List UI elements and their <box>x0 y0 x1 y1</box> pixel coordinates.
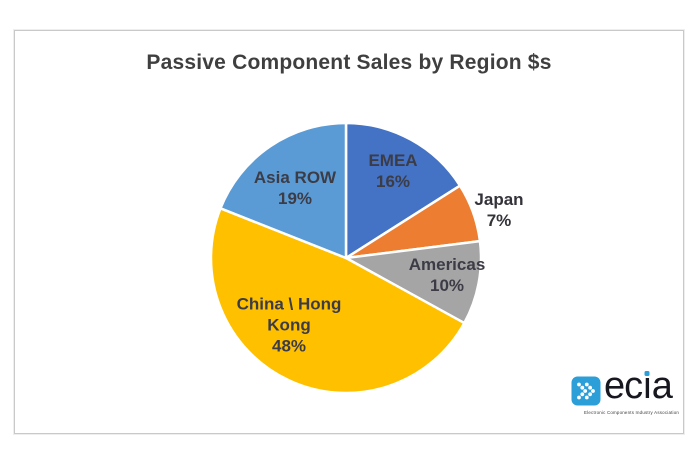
ecia-i-stem: ı <box>642 365 653 407</box>
pie-slice-emea <box>344 121 462 260</box>
pie-label-japan: Japan 7% <box>474 189 523 231</box>
ecia-logo: ecı a Electronic Components Industry Asso… <box>571 365 683 421</box>
ecia-wordmark-i: ı <box>642 364 653 408</box>
ecia-wordmark-pre: ec <box>604 365 643 407</box>
pie-label-asia-row: Asia ROW 19% <box>254 167 336 209</box>
pie-label-americas-name: Americas <box>408 255 486 274</box>
pie-slice-americas <box>344 239 483 325</box>
ecia-dots-icon <box>571 376 601 406</box>
pie-label-japan-pct: 7% <box>486 211 512 230</box>
pie-label-asia-row-name: Asia ROW <box>253 168 337 187</box>
pie-label-china-hong-kong: China \ Hong Kong 48% <box>233 294 345 357</box>
pie-label-china-hong-kong-pct: 48% <box>271 336 307 356</box>
ecia-tagline: Electronic Components Industry Associati… <box>584 410 680 415</box>
pie-slice-asia-row <box>219 121 348 260</box>
pie-label-americas: Americas 10% <box>409 254 486 296</box>
pie-label-asia-row-pct: 19% <box>277 189 313 208</box>
ecia-wordmark: ecı a <box>604 364 673 408</box>
chart-title: Passive Component Sales by Region $s <box>146 51 552 74</box>
pie-label-americas-pct: 10% <box>429 276 465 295</box>
pie-label-emea: EMEA 16% <box>368 150 417 192</box>
ecia-tagline-wrap: Electronic Components Industry Associati… <box>584 404 700 415</box>
pie-chart <box>209 121 483 395</box>
pie-label-emea-pct: 16% <box>375 172 411 191</box>
pie-slice-china-hong-kong <box>209 207 466 395</box>
pie-label-emea-name: EMEA <box>368 151 418 170</box>
ecia-wordmark-post: a <box>651 365 673 407</box>
pie-label-japan-name: Japan <box>474 190 524 209</box>
pie-label-china-hong-kong-name: China \ Hong Kong <box>236 294 342 335</box>
ecia-i-dot <box>644 371 650 376</box>
chart-frame: Passive Component Sales by Region $s EME… <box>14 30 684 434</box>
